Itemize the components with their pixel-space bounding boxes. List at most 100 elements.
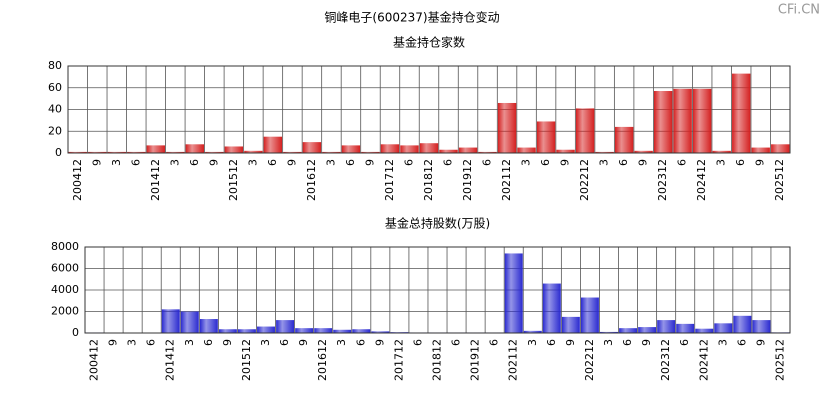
x-tick-label: 6 — [735, 339, 748, 346]
x-tick-label: 202312 — [656, 159, 669, 201]
bar — [180, 311, 199, 333]
x-tick-label: 6 — [676, 159, 689, 166]
y-tick-label: 4000 — [51, 283, 79, 296]
bar — [595, 151, 614, 153]
bar — [400, 145, 419, 153]
bar — [556, 149, 575, 153]
x-tick-label: 3 — [110, 159, 123, 166]
x-tick-label: 6 — [202, 339, 215, 346]
y-tick-label: 40 — [48, 103, 62, 116]
bar — [276, 320, 295, 333]
x-tick-label: 9 — [221, 339, 234, 346]
subplot-title: 基金总持股数(万股) — [385, 216, 490, 231]
x-tick-label: 201912 — [461, 159, 474, 201]
x-tick-label: 202212 — [583, 339, 596, 381]
x-tick-label: 202512 — [773, 159, 786, 201]
x-tick-label: 9 — [559, 159, 572, 166]
x-tick-label: 3 — [324, 159, 337, 166]
x-tick-label: 202512 — [773, 339, 786, 381]
x-tick-label: 201412 — [149, 159, 162, 201]
x-tick-label: 201812 — [422, 159, 435, 201]
bar — [238, 329, 256, 333]
x-tick-label: 6 — [266, 159, 279, 166]
x-tick-label: 201612 — [316, 339, 329, 381]
x-tick-label: 202212 — [578, 159, 591, 201]
bar — [146, 145, 165, 153]
x-tick-label: 6 — [344, 159, 357, 166]
bar — [695, 328, 714, 333]
x-tick-label: 200412 — [88, 339, 101, 381]
x-tick-label: 3 — [602, 339, 615, 346]
bar — [638, 327, 657, 333]
plot-frame — [84, 246, 791, 334]
x-tick-label: 3 — [126, 339, 139, 346]
x-tick-label: 6 — [145, 339, 158, 346]
x-tick-label: 202412 — [697, 339, 710, 381]
bar — [127, 151, 146, 153]
x-tick-label: 201712 — [392, 339, 405, 381]
bar — [166, 151, 185, 153]
x-tick-label: 9 — [107, 339, 120, 346]
x-tick-label: 9 — [637, 159, 650, 166]
bar — [619, 328, 637, 333]
bar — [752, 320, 771, 333]
bar — [634, 150, 653, 153]
bar — [517, 147, 536, 153]
x-tick-label: 9 — [363, 159, 376, 166]
bar — [199, 319, 218, 333]
x-tick-label: 202112 — [507, 339, 520, 381]
y-tick-label: 0 — [55, 146, 62, 159]
x-tick-label: 3 — [598, 159, 611, 166]
x-tick-label: 6 — [539, 159, 552, 166]
bar — [263, 136, 283, 153]
x-tick-label: 9 — [297, 339, 310, 346]
watermark: CFi.CN — [778, 3, 820, 18]
x-tick-label: 6 — [450, 339, 463, 346]
x-tick-label: 3 — [335, 339, 348, 346]
bar — [371, 331, 390, 333]
bar — [580, 297, 599, 333]
x-tick-label: 3 — [715, 159, 728, 166]
x-tick-label: 9 — [373, 339, 386, 346]
bar — [205, 151, 224, 153]
bar — [614, 126, 634, 153]
x-tick-label: 6 — [278, 339, 291, 346]
x-tick-label: 9 — [90, 159, 103, 166]
x-tick-label: 6 — [481, 159, 494, 166]
x-tick-label: 9 — [754, 339, 767, 346]
x-tick-label: 3 — [716, 339, 729, 346]
bar — [161, 309, 180, 333]
x-tick-label: 9 — [207, 159, 220, 166]
bar — [575, 108, 595, 153]
bar — [380, 144, 400, 153]
x-tick-label: 9 — [640, 339, 653, 346]
bar — [751, 147, 770, 153]
x-tick-label: 6 — [402, 159, 415, 166]
bar — [88, 151, 107, 153]
bar — [68, 151, 87, 153]
bar — [314, 328, 333, 333]
x-tick-label: 6 — [129, 159, 142, 166]
x-tick-label: 201412 — [164, 339, 177, 381]
x-tick-label: 201812 — [431, 339, 444, 381]
x-tick-label: 200412 — [71, 159, 84, 201]
x-tick-label: 9 — [754, 159, 767, 166]
bar — [657, 320, 676, 333]
subplot-title: 基金持仓家数 — [393, 35, 465, 50]
bar — [361, 151, 380, 153]
chart-title: 铜峰电子(600237)基金持仓变动 — [324, 10, 499, 25]
bar — [523, 330, 542, 333]
x-tick-label: 6 — [354, 339, 367, 346]
bar — [341, 145, 361, 153]
x-tick-label: 201512 — [227, 159, 240, 201]
bar — [504, 253, 523, 333]
bar — [561, 316, 580, 333]
x-tick-label: 6 — [678, 339, 691, 346]
x-tick-label: 3 — [183, 339, 196, 346]
x-tick-label: 6 — [488, 339, 501, 346]
y-tick-label: 0 — [72, 326, 79, 339]
bar — [673, 88, 692, 153]
bar — [712, 150, 731, 153]
bar — [458, 147, 478, 153]
